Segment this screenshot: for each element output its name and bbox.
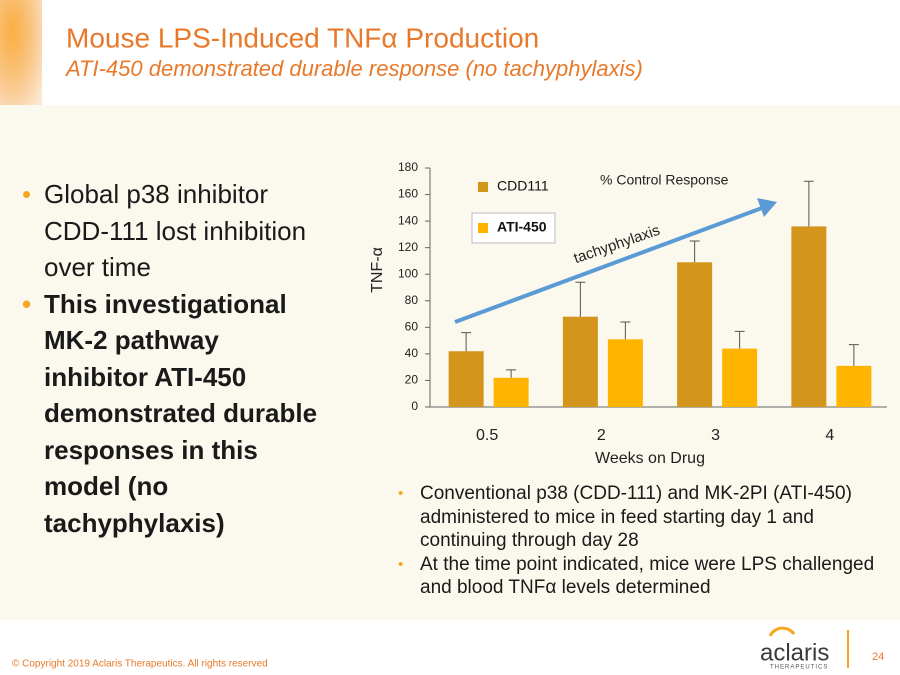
logo-tagline: THERAPEUTICS	[770, 665, 828, 671]
y-tick-label: 80	[405, 293, 419, 307]
left-bullets: Global p38 inhibitor CDD-111 lost inhibi…	[22, 176, 322, 541]
error-bar	[689, 240, 700, 263]
error-bar	[620, 321, 631, 340]
logo-arc	[768, 626, 796, 637]
x-tick-label: 2	[597, 427, 606, 444]
annotation: % Control Response	[600, 172, 729, 188]
y-tick-label: 160	[398, 187, 418, 201]
bar	[448, 351, 484, 407]
bar	[677, 262, 713, 407]
y-tick-label: 60	[405, 320, 419, 334]
error-bar	[803, 180, 814, 227]
bar	[791, 226, 827, 407]
bar	[836, 365, 872, 407]
bullet: Global p38 inhibitor CDD-111 lost inhibi…	[22, 176, 322, 286]
bullet: At the time point indicated, mice were L…	[398, 553, 893, 600]
bar	[493, 377, 529, 407]
error-bar	[461, 332, 472, 352]
bullet: Conventional p38 (CDD-111) and MK-2PI (A…	[398, 482, 893, 553]
bullet: This investigational MK-2 pathway inhibi…	[22, 286, 322, 542]
right-bullets: Conventional p38 (CDD-111) and MK-2PI (A…	[398, 482, 893, 600]
bar	[607, 339, 643, 407]
bar	[722, 348, 758, 407]
y-tick-label: 100	[398, 266, 418, 280]
y-tick-label: 40	[405, 346, 419, 360]
legend-label: CDD111	[497, 178, 549, 194]
x-tick-label: 3	[711, 427, 720, 444]
error-bar	[848, 344, 859, 366]
y-axis-label: TNF-α	[369, 247, 386, 293]
y-tick-label: 180	[398, 160, 418, 174]
error-bar	[575, 281, 586, 317]
decoration	[0, 0, 42, 105]
y-tick-label: 140	[398, 213, 418, 227]
legend-label: ATI-450	[497, 219, 547, 235]
copyright: © Copyright 2019 Aclaris Therapeutics. A…	[12, 659, 268, 670]
y-tick-label: 0	[411, 399, 418, 413]
legend-swatch	[478, 182, 488, 192]
bar	[562, 316, 598, 407]
title: Mouse LPS-Induced TNFα Production	[66, 22, 539, 53]
logo: aclaris	[760, 639, 829, 666]
arrow-head	[757, 198, 777, 217]
x-tick-label: 0.5	[476, 427, 498, 444]
x-tick-label: 4	[825, 427, 834, 444]
page-number: 24	[872, 651, 884, 663]
arrow-shaft	[454, 206, 763, 324]
subtitle: ATI-450 demonstrated durable response (n…	[64, 56, 643, 81]
x-axis-label: Weeks on Drug	[595, 450, 705, 467]
error-bar	[506, 369, 517, 378]
legend-swatch	[478, 223, 488, 233]
y-tick-label: 20	[405, 373, 419, 387]
error-bar	[734, 330, 745, 349]
y-tick-label: 120	[398, 240, 418, 254]
